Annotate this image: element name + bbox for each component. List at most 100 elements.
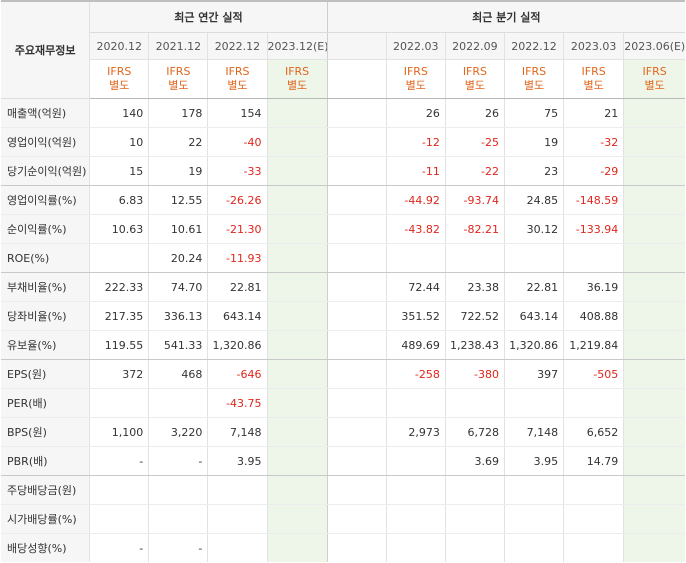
row-label: 부채비율(%): [1, 272, 90, 302]
value-cell: [623, 185, 685, 215]
value-cell: -: [89, 446, 149, 476]
value-cell: 19: [148, 156, 208, 186]
row-label: 시가배당률(%): [1, 504, 90, 534]
value-cell: -32: [563, 127, 624, 157]
row-label: 유보율(%): [1, 330, 90, 360]
value-cell: -82.21: [444, 214, 505, 244]
table-row: 영업이익률(%) 6.83 12.55 -26.26 -44.92 -93.74 24.85…: [1, 185, 685, 215]
value-cell: [266, 359, 328, 389]
table-row: BPS(원) 1,100 3,220 7,148 2,973 6,728 7,148 6,65…: [1, 417, 685, 447]
value-cell: [326, 330, 387, 360]
basis-separate: 별도: [227, 79, 248, 92]
basis-separate: 별도: [583, 79, 604, 92]
value-cell: [326, 446, 387, 476]
value-cell: [444, 243, 505, 273]
value-cell: [266, 446, 328, 476]
value-cell: 15: [89, 156, 149, 186]
value-cell: 74.70: [148, 272, 208, 302]
basis-separate: 별도: [286, 79, 308, 92]
value-cell: 1,320.86: [503, 330, 564, 360]
value-cell: 643.14: [503, 301, 564, 331]
value-cell: [326, 475, 387, 505]
basis-ifrs: IFRS: [521, 65, 547, 78]
value-cell: [266, 533, 328, 562]
value-cell: 6,728: [444, 417, 505, 447]
table-row: EPS(원) 372 468 -646 -258 -380 397 -505: [1, 359, 685, 389]
value-cell: -29: [563, 156, 624, 186]
value-cell: [385, 475, 446, 505]
value-cell: -43.82: [385, 214, 446, 244]
row-label: PBR(배): [1, 446, 90, 476]
basis-header: IFRS 별도: [623, 59, 685, 99]
value-cell: [503, 504, 564, 534]
period-header: 2022.09: [444, 32, 505, 60]
basis-ifrs: IFRS: [581, 65, 606, 78]
value-cell: [563, 533, 624, 562]
table-row: 배당성향(%) - -: [1, 533, 685, 562]
value-cell: [89, 243, 149, 273]
period-header: 2023.12(E): [266, 32, 328, 60]
value-cell: -148.59: [563, 185, 624, 215]
value-cell: -380: [444, 359, 505, 389]
value-cell: [266, 127, 328, 157]
row-label: 당기순이익(억원): [1, 156, 90, 186]
value-cell: [563, 243, 624, 273]
value-cell: -22: [444, 156, 505, 186]
value-cell: -: [148, 446, 208, 476]
value-cell: [623, 330, 685, 360]
value-cell: 372: [89, 359, 149, 389]
table-row: 영업이익(억원) 10 22 -40 -12 -25 19 -32: [1, 127, 685, 157]
value-cell: 23: [503, 156, 564, 186]
value-cell: [444, 388, 505, 418]
value-cell: -: [89, 533, 149, 562]
basis-header: IFRS 별도: [89, 59, 149, 99]
value-cell: 2,973: [385, 417, 446, 447]
value-cell: -646: [207, 359, 267, 389]
value-cell: 10.61: [148, 214, 208, 244]
value-cell: [207, 475, 267, 505]
value-cell: [266, 417, 328, 447]
value-cell: 222.33: [89, 272, 149, 302]
value-cell: 7,148: [503, 417, 564, 447]
basis-separate: 별도: [464, 79, 486, 92]
row-label: 주당배당금(원): [1, 475, 90, 505]
value-cell: 178: [148, 98, 208, 128]
value-cell: -11: [385, 156, 446, 186]
table-row: 부채비율(%) 222.33 74.70 22.81 72.44 23.38 22.81 36…: [1, 272, 685, 302]
value-cell: 75: [503, 98, 564, 128]
value-cell: 26: [385, 98, 446, 128]
value-cell: 3.69: [444, 446, 505, 476]
value-cell: [563, 504, 624, 534]
row-label: 영업이익(억원): [1, 127, 90, 157]
value-cell: 19: [503, 127, 564, 157]
table-row: 당좌비율(%) 217.35 336.13 643.14 351.52 722.52 643…: [1, 301, 685, 331]
value-cell: [89, 388, 149, 418]
period-header: 2020.12: [89, 32, 149, 60]
value-cell: 140: [89, 98, 149, 128]
table-row: 순이익률(%) 10.63 10.61 -21.30 -43.82 -82.21 30.12…: [1, 214, 685, 244]
value-cell: [266, 272, 328, 302]
value-cell: [326, 417, 387, 447]
value-cell: 10.63: [89, 214, 149, 244]
value-cell: -33: [207, 156, 267, 186]
value-cell: 541.33: [148, 330, 208, 360]
value-cell: 30.12: [503, 214, 564, 244]
value-cell: 1,320.86: [207, 330, 267, 360]
value-cell: 1,238.43: [444, 330, 505, 360]
value-cell: [326, 301, 387, 331]
basis-header: IFRS 별도: [148, 59, 208, 99]
value-cell: [623, 214, 685, 244]
value-cell: 22.81: [207, 272, 267, 302]
value-cell: [148, 504, 208, 534]
period-header: 2022.12: [207, 32, 267, 60]
value-cell: [385, 388, 446, 418]
value-cell: [266, 301, 328, 331]
value-cell: [623, 243, 685, 273]
value-cell: [326, 214, 387, 244]
row-label: 당좌비율(%): [1, 301, 90, 331]
value-cell: [623, 475, 685, 505]
table-row: 주당배당금(원): [1, 475, 685, 505]
row-label: 순이익률(%): [1, 214, 90, 244]
value-cell: [266, 156, 328, 186]
